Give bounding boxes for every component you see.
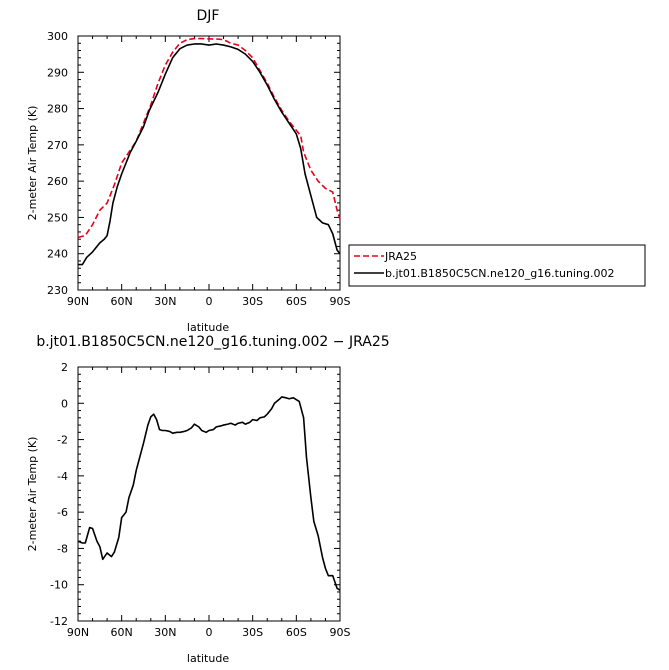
bottom-y-tick-label: 2 <box>61 361 68 374</box>
legend-label-model: b.jt01.B1850C5CN.ne120_g16.tuning.002 <box>385 267 614 280</box>
bottom-y-tick-label: -6 <box>57 506 68 519</box>
bottom-x-axis-label: latitude <box>187 652 229 665</box>
bottom-y-tick-label: 0 <box>61 397 68 410</box>
bottom-x-tick-label: 90S <box>330 626 351 639</box>
top-y-tick-label: 290 <box>47 66 68 79</box>
bottom-y-axis-label: 2-meter Air Temp (K) <box>26 437 39 552</box>
top-x-tick-label: 0 <box>206 295 213 308</box>
bottom-y-tick-label: -10 <box>50 579 68 592</box>
legend-box <box>348 244 646 287</box>
top-y-tick-label: 260 <box>47 175 68 188</box>
bottom-y-tick-label: -12 <box>50 615 68 628</box>
bottom-x-tick-label: 30S <box>242 626 263 639</box>
top-plot-frame <box>77 35 341 291</box>
top-x-tick-label: 30N <box>154 295 176 308</box>
top-x-tick-label: 90S <box>330 295 351 308</box>
bottom-x-tick-label: 0 <box>206 626 213 639</box>
top-y-tick-label: 240 <box>47 248 68 261</box>
top-x-axis-label: latitude <box>187 321 229 334</box>
top-panel: DJF 2-meter Air Temp (K) latitude 230 240… <box>26 8 351 334</box>
bottom-series-line-difference <box>77 396 341 591</box>
legend: JRA25 b.jt01.B1850C5CN.ne120_g16.tuning.… <box>348 244 646 287</box>
top-y-tick-label: 250 <box>47 211 68 224</box>
top-y-tick-label: 270 <box>47 139 68 152</box>
bottom-x-tick-label: 60S <box>286 626 307 639</box>
bottom-y-tick-label: -8 <box>57 542 68 555</box>
bottom-chart-title: b.jt01.B1850C5CN.ne120_g16.tuning.002 − … <box>36 334 389 350</box>
top-x-tick-label: 60S <box>286 295 307 308</box>
bottom-panel: b.jt01.B1850C5CN.ne120_g16.tuning.002 − … <box>26 334 390 665</box>
top-x-tick-label: 30S <box>242 295 263 308</box>
top-y-axis-label: 2-meter Air Temp (K) <box>26 106 39 221</box>
top-x-tick-label: 60N <box>111 295 133 308</box>
top-x-tick-label: 90N <box>67 295 89 308</box>
top-y-tick-label: 230 <box>47 284 68 297</box>
top-y-tick-label: 300 <box>47 30 68 43</box>
bottom-x-tick-label: 60N <box>111 626 133 639</box>
legend-label-jra25: JRA25 <box>384 250 417 263</box>
bottom-x-tick-label: 90N <box>67 626 89 639</box>
bottom-y-tick-label: -4 <box>57 470 68 483</box>
top-series-line-b-jt01-b1850c5cn-ne120-g16-tuning-002 <box>78 43 341 266</box>
bottom-x-tick-label: 30N <box>154 626 176 639</box>
top-y-tick-label: 280 <box>47 103 68 116</box>
top-series-line-jra25 <box>77 37 341 239</box>
bottom-y-tick-label: -2 <box>57 434 68 447</box>
top-chart-title: DJF <box>197 8 220 24</box>
